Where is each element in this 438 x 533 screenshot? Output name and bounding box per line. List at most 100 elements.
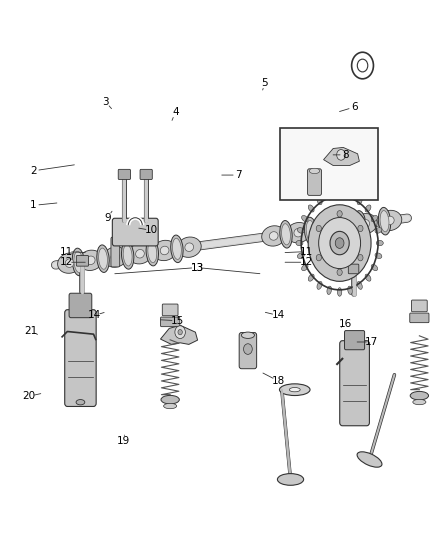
Ellipse shape [332,216,356,237]
Ellipse shape [296,240,303,246]
Ellipse shape [327,286,332,294]
Ellipse shape [279,384,310,395]
FancyBboxPatch shape [410,313,429,322]
FancyBboxPatch shape [69,293,92,318]
Text: 16: 16 [339,319,352,329]
Ellipse shape [302,264,308,271]
Text: 1: 1 [30,200,37,211]
Circle shape [335,238,344,248]
Text: 7: 7 [235,170,242,180]
Ellipse shape [185,243,194,252]
FancyBboxPatch shape [307,169,321,196]
Ellipse shape [269,232,278,240]
Ellipse shape [337,288,342,296]
FancyBboxPatch shape [65,310,96,407]
Ellipse shape [357,197,362,205]
Text: 11: 11 [300,247,313,256]
FancyBboxPatch shape [161,317,180,327]
Ellipse shape [337,190,342,198]
Ellipse shape [297,253,304,259]
Ellipse shape [317,197,322,205]
Ellipse shape [136,249,145,258]
Ellipse shape [121,241,134,269]
Ellipse shape [306,221,315,241]
Ellipse shape [302,215,308,222]
Ellipse shape [161,395,179,404]
Text: 13: 13 [191,263,204,272]
Ellipse shape [297,228,304,233]
Ellipse shape [86,256,95,264]
Circle shape [337,211,342,217]
Ellipse shape [378,211,402,231]
Ellipse shape [160,246,169,255]
Ellipse shape [280,221,292,248]
FancyBboxPatch shape [280,128,378,200]
FancyBboxPatch shape [162,304,178,316]
Ellipse shape [376,240,383,246]
Circle shape [337,150,346,160]
Text: 12: 12 [300,257,313,267]
Ellipse shape [340,222,348,231]
FancyBboxPatch shape [76,255,88,266]
Text: 14: 14 [271,310,285,320]
Ellipse shape [365,205,371,212]
Ellipse shape [294,229,303,237]
Circle shape [358,225,363,232]
Ellipse shape [76,400,85,405]
Text: 4: 4 [172,107,179,117]
Ellipse shape [65,259,74,268]
Ellipse shape [348,192,352,200]
FancyBboxPatch shape [118,169,131,180]
Ellipse shape [177,237,201,257]
Text: 18: 18 [271,376,285,386]
Text: 11: 11 [60,247,73,256]
FancyBboxPatch shape [112,219,158,246]
Ellipse shape [318,225,327,233]
Circle shape [244,344,252,354]
Text: 3: 3 [102,96,109,107]
Ellipse shape [353,214,377,234]
Text: 13: 13 [191,263,204,272]
Polygon shape [324,148,359,165]
Ellipse shape [375,253,382,259]
Circle shape [319,217,360,269]
Ellipse shape [309,168,320,174]
Ellipse shape [103,247,127,267]
Text: 9: 9 [104,213,111,223]
Ellipse shape [128,244,152,264]
Ellipse shape [385,216,394,225]
Ellipse shape [97,245,109,272]
Ellipse shape [58,253,81,273]
Ellipse shape [304,217,317,245]
Ellipse shape [311,219,335,239]
Circle shape [316,254,321,261]
Ellipse shape [361,220,370,228]
Ellipse shape [348,286,352,294]
Ellipse shape [171,235,183,263]
Ellipse shape [413,399,426,405]
Text: 6: 6 [351,102,358,112]
Ellipse shape [378,207,391,235]
Ellipse shape [241,332,254,338]
Text: 21: 21 [25,326,38,336]
Ellipse shape [79,250,102,270]
Ellipse shape [148,241,157,263]
FancyBboxPatch shape [340,341,369,426]
Ellipse shape [354,211,366,238]
Ellipse shape [410,391,428,400]
FancyBboxPatch shape [111,237,120,267]
Ellipse shape [371,215,378,222]
Text: 17: 17 [365,337,378,347]
Circle shape [337,269,342,276]
Ellipse shape [99,248,107,269]
FancyBboxPatch shape [345,330,364,350]
Ellipse shape [282,224,290,245]
Text: 10: 10 [145,225,158,236]
Ellipse shape [262,226,286,246]
Text: 19: 19 [117,436,130,446]
Ellipse shape [317,281,322,289]
Text: 5: 5 [261,78,268,88]
Ellipse shape [277,474,304,485]
FancyBboxPatch shape [140,169,152,180]
Ellipse shape [375,228,382,233]
